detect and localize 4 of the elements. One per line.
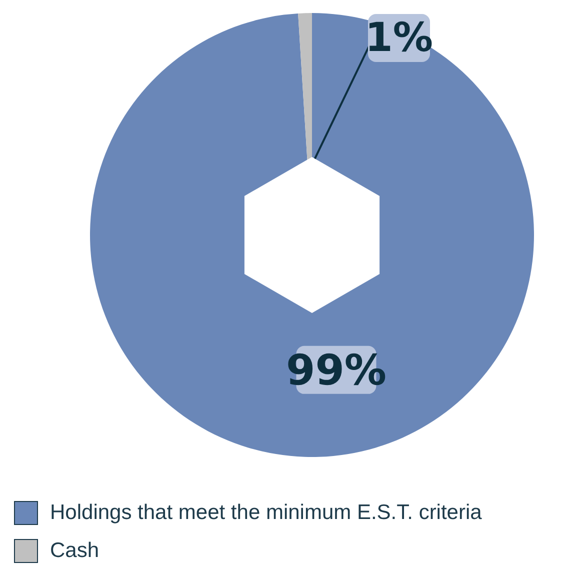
data-label: 99% [286,345,387,394]
legend-label: Holdings that meet the minimum E.S.T. criteria [50,501,482,525]
data-label: 1% [365,15,433,61]
legend-label: Cash [50,539,100,563]
